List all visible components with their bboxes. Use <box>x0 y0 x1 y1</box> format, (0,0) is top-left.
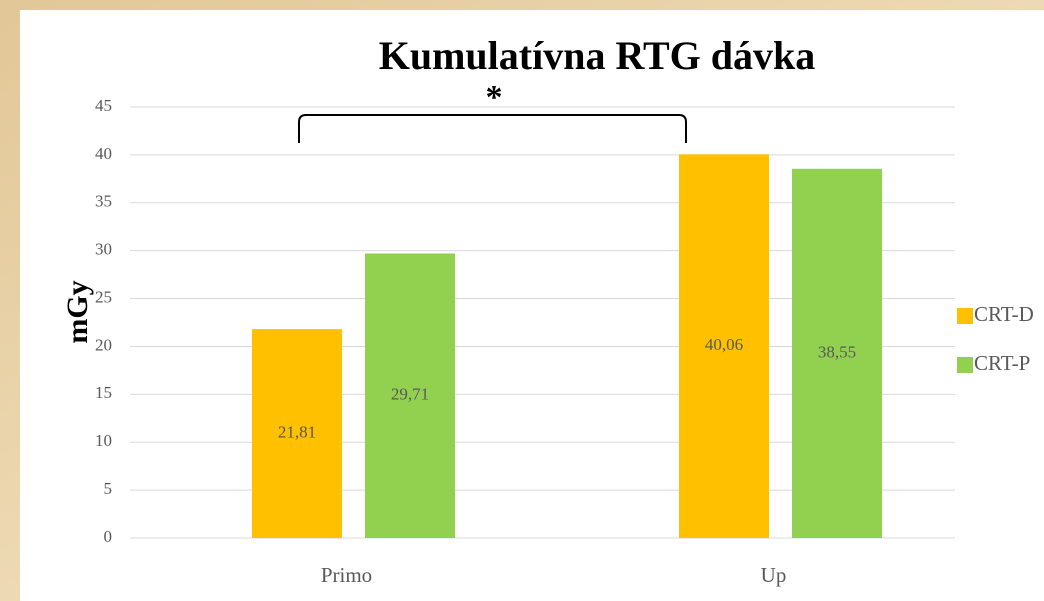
chart-title: Kumulatívna RTG dávka <box>379 33 815 78</box>
y-axis-title: mGy <box>61 280 94 343</box>
x-tick-label: Up <box>761 563 787 587</box>
data-label: 29,71 <box>391 385 429 404</box>
y-tick-label: 40 <box>95 144 112 163</box>
legend-swatch <box>957 357 973 373</box>
x-tick-label: Primo <box>321 563 372 587</box>
bar <box>252 329 342 538</box>
significance-annotation: * <box>486 79 503 116</box>
y-tick-label: 0 <box>104 527 113 546</box>
bar <box>365 253 455 539</box>
y-tick-label: 45 <box>95 96 112 115</box>
significance-bracket <box>298 114 687 143</box>
y-tick-label: 35 <box>95 192 112 211</box>
y-tick-label: 30 <box>95 240 112 259</box>
y-tick-label: 25 <box>95 287 112 306</box>
data-label: 38,55 <box>818 342 856 361</box>
chart-panel <box>20 10 1044 601</box>
legend-label: CRT-P <box>974 351 1030 375</box>
data-label: 21,81 <box>278 422 316 441</box>
y-tick-label: 15 <box>95 383 112 402</box>
data-label: 40,06 <box>705 335 743 354</box>
bar <box>792 168 882 538</box>
bar <box>679 154 769 539</box>
y-tick-label: 20 <box>95 335 112 354</box>
y-tick-label: 5 <box>104 479 113 498</box>
y-tick-label: 10 <box>95 431 112 450</box>
legend-swatch <box>957 308 973 324</box>
legend-label: CRT-D <box>974 302 1034 326</box>
